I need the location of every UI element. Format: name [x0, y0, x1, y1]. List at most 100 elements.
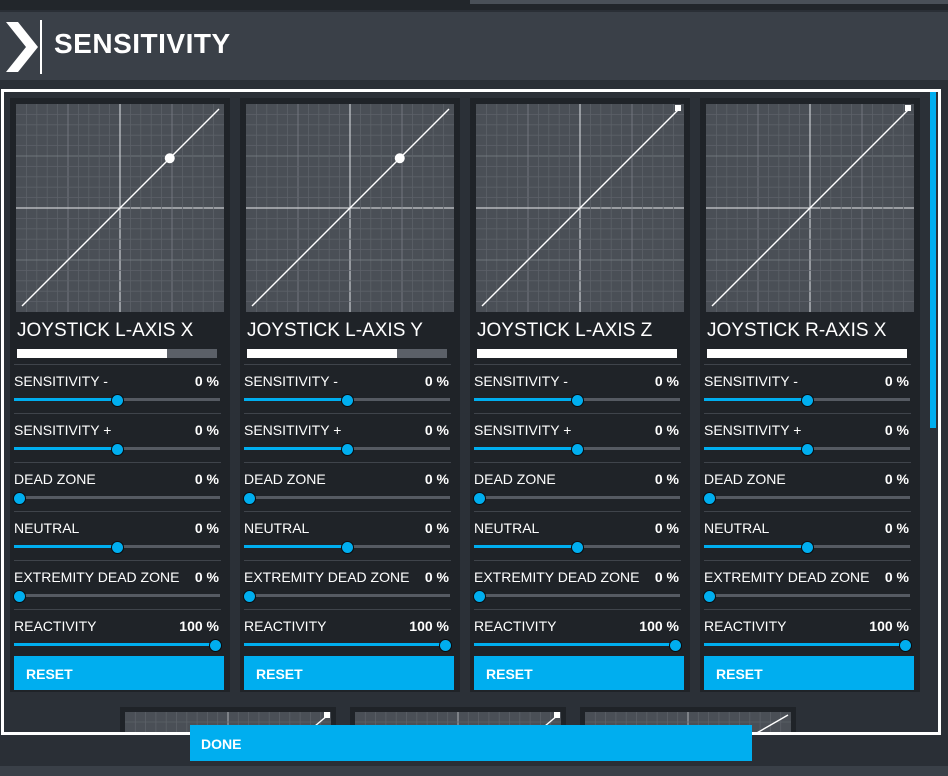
response-curve-line [21, 108, 220, 307]
setting-value: 100 % [869, 618, 909, 634]
slider-handle[interactable] [341, 541, 354, 554]
slider-handle[interactable] [341, 394, 354, 407]
setting-value: 0 % [424, 520, 449, 536]
reset-button[interactable]: RESET [244, 656, 454, 690]
setting-label: REACTIVITY [14, 618, 97, 634]
slider-handle[interactable] [13, 492, 26, 505]
setting-value: 0 % [884, 373, 909, 389]
axis-name: JOYSTICK L-AXIS Z [477, 320, 653, 341]
reset-button[interactable]: RESET [474, 656, 684, 690]
setting-label: SENSITIVITY + [244, 422, 342, 438]
setting-value: 0 % [654, 373, 679, 389]
slider-fill [14, 398, 117, 401]
slider-handle[interactable] [209, 639, 222, 652]
slider-handle[interactable] [111, 541, 124, 554]
slider-fill [244, 643, 450, 646]
slider-fill [474, 398, 577, 401]
input-position-dot [394, 153, 405, 164]
setting-row: SENSITIVITY - 0 % [474, 364, 681, 413]
axis-input-fill [707, 349, 907, 358]
slider-track[interactable] [474, 643, 680, 646]
axis-name: JOYSTICK R-AXIS X [707, 320, 887, 341]
response-curve-graph[interactable] [476, 104, 684, 312]
setting-value: 0 % [424, 471, 449, 487]
axis-input-fill [17, 349, 167, 358]
slider-handle[interactable] [243, 590, 256, 603]
slider-handle[interactable] [473, 590, 486, 603]
response-curve-line [711, 108, 910, 307]
slider-handle[interactable] [571, 394, 584, 407]
slider-track[interactable] [474, 594, 680, 597]
setting-row: REACTIVITY 100 % [704, 609, 912, 658]
setting-value: 0 % [884, 520, 909, 536]
setting-value: 0 % [654, 422, 679, 438]
setting-row: EXTREMITY DEAD ZONE 0 % [473, 560, 681, 609]
slider-track[interactable] [474, 496, 680, 499]
setting-label: EXTREMITY DEAD ZONE [244, 569, 410, 585]
setting-row: REACTIVITY 100 % [14, 609, 222, 658]
axis-input-fill [247, 349, 397, 358]
axis-input-bar [247, 349, 447, 358]
slider-handle[interactable] [801, 394, 814, 407]
back-chevron-icon[interactable] [6, 22, 40, 72]
slider-track[interactable] [244, 643, 450, 646]
slider-track[interactable] [704, 594, 910, 597]
slider-handle[interactable] [13, 590, 26, 603]
slider-handle[interactable] [243, 492, 256, 505]
done-button[interactable]: DONE [190, 725, 752, 761]
reset-button[interactable]: RESET [14, 656, 224, 690]
setting-row: DEAD ZONE 0 % [703, 462, 911, 511]
slider-handle[interactable] [571, 541, 584, 554]
slider-handle[interactable] [439, 639, 452, 652]
response-curve-graph[interactable] [16, 104, 224, 312]
setting-label: DEAD ZONE [704, 471, 786, 487]
setting-label: REACTIVITY [244, 618, 327, 634]
setting-value: 0 % [424, 373, 449, 389]
setting-label: NEUTRAL [474, 520, 540, 536]
slider-handle[interactable] [703, 590, 716, 603]
slider-track[interactable] [244, 594, 450, 597]
setting-row: SENSITIVITY + 0 % [244, 413, 451, 462]
setting-label: SENSITIVITY + [474, 422, 572, 438]
page-header: SENSITIVITY [0, 12, 948, 80]
setting-row: DEAD ZONE 0 % [473, 462, 681, 511]
slider-handle[interactable] [801, 443, 814, 456]
slider-fill [704, 447, 807, 450]
slider-fill [704, 545, 807, 548]
axis-input-bar [477, 349, 677, 358]
setting-row: SENSITIVITY - 0 % [704, 364, 911, 413]
slider-handle[interactable] [899, 639, 912, 652]
page-title: SENSITIVITY [54, 28, 231, 59]
slider-handle[interactable] [703, 492, 716, 505]
response-curve-graph[interactable] [246, 104, 454, 312]
response-curve-graph[interactable] [706, 104, 914, 312]
top-scroll-indicator [470, 0, 948, 4]
setting-row: NEUTRAL 0 % [244, 511, 451, 560]
slider-track[interactable] [244, 496, 450, 499]
setting-label: DEAD ZONE [244, 471, 326, 487]
slider-track[interactable] [14, 643, 220, 646]
setting-row: SENSITIVITY - 0 % [244, 364, 451, 413]
slider-track[interactable] [14, 594, 220, 597]
setting-label: DEAD ZONE [14, 471, 96, 487]
slider-fill [14, 545, 117, 548]
slider-track[interactable] [704, 643, 910, 646]
reset-button[interactable]: RESET [704, 656, 914, 690]
slider-track[interactable] [14, 496, 220, 499]
bottom-strip [0, 766, 948, 776]
slider-handle[interactable] [341, 443, 354, 456]
setting-row: REACTIVITY 100 % [244, 609, 452, 658]
setting-label: SENSITIVITY - [14, 373, 108, 389]
slider-handle[interactable] [571, 443, 584, 456]
slider-handle[interactable] [111, 394, 124, 407]
slider-handle[interactable] [669, 639, 682, 652]
header-divider [40, 20, 42, 74]
slider-handle[interactable] [111, 443, 124, 456]
vertical-scrollbar[interactable] [930, 92, 936, 428]
slider-handle[interactable] [473, 492, 486, 505]
slider-handle[interactable] [801, 541, 814, 554]
slider-track[interactable] [704, 496, 910, 499]
setting-label: NEUTRAL [704, 520, 770, 536]
setting-row: DEAD ZONE 0 % [243, 462, 451, 511]
setting-row: EXTREMITY DEAD ZONE 0 % [13, 560, 221, 609]
